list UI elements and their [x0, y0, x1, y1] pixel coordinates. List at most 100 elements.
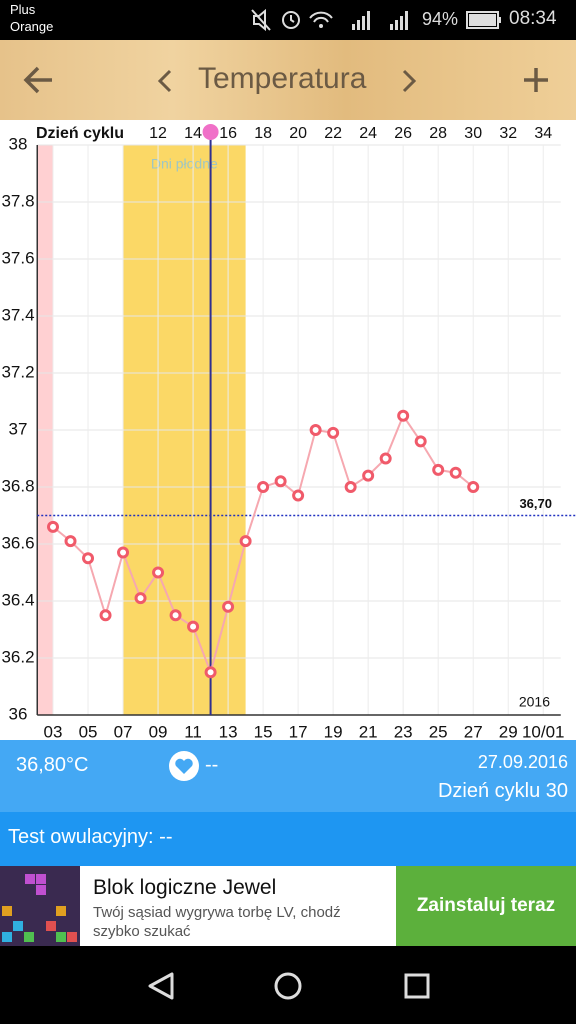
status-bar: Plus Orange 94% 08:34 — [0, 0, 576, 40]
x2-tick-label: 18 — [254, 125, 272, 142]
ad-title: Blok logiczne Jewel — [93, 876, 277, 899]
x-tick-label: 17 — [289, 722, 308, 740]
next-button[interactable] — [400, 68, 418, 94]
ad-image — [0, 866, 80, 946]
x2-tick-label: 24 — [359, 125, 377, 142]
add-button[interactable] — [522, 66, 550, 94]
reference-label: 36,70 — [519, 496, 552, 511]
temperature-point — [47, 520, 60, 533]
temperature-point — [134, 592, 147, 605]
x-tick-label: 21 — [359, 722, 378, 740]
x2-tick-label: 16 — [219, 125, 237, 142]
date: 27.09.2016 — [477, 752, 568, 772]
x-tick-label: 23 — [394, 722, 413, 740]
carrier: Plus — [10, 2, 36, 17]
ad-text: Twój sąsiad wygrywa torbę LV, chodź — [93, 904, 341, 921]
battery-level: 94% — [422, 9, 459, 29]
navigation-bar — [0, 946, 576, 1024]
y-tick-label: 37.2 — [1, 362, 34, 381]
temperature-point — [99, 609, 112, 622]
previous-button[interactable] — [156, 68, 174, 94]
heart-value: -- — [205, 754, 219, 776]
x2-tick-label: 26 — [394, 125, 412, 142]
x-tick-label: 10/01 — [522, 722, 565, 740]
x2-tick-label: 14 — [184, 125, 202, 142]
x-tick-label: 03 — [44, 722, 63, 740]
nav-recent[interactable] — [404, 973, 430, 999]
cycle-day: Dzień cyklu 30 — [437, 780, 568, 802]
temperature-point — [222, 600, 235, 613]
temperature-point — [344, 481, 357, 493]
x-tick-label: 09 — [149, 722, 168, 740]
y-tick-label: 37.4 — [1, 305, 34, 324]
temperature-point — [467, 481, 480, 493]
temperature-point — [274, 475, 287, 488]
y-tick-label: 37.8 — [1, 191, 34, 210]
ovulation-marker — [202, 124, 219, 140]
x-tick-label: 19 — [324, 722, 343, 740]
temperature-point — [327, 426, 340, 439]
temperature-point — [257, 481, 270, 493]
clock: 08:34 — [509, 8, 557, 29]
x2-tick-label: 28 — [429, 125, 447, 142]
x-tick-label: 05 — [79, 722, 98, 740]
nav-icons — [148, 972, 430, 1000]
x-tick-label: 13 — [219, 722, 238, 740]
toolbar: Temperatura — [0, 40, 576, 120]
nav-back[interactable] — [148, 972, 174, 1000]
temperature-point — [152, 566, 165, 579]
x2-tick-label: 22 — [324, 125, 342, 142]
ovulation-test-bar[interactable]: Test owulacyjny: -- — [0, 812, 576, 866]
y-tick-label: 38 — [9, 134, 28, 153]
ad-banner[interactable]: Blok logiczne Jewel Twój sąsiad wygrywa … — [0, 866, 576, 946]
y-tick-label: 36.6 — [1, 533, 34, 552]
temperature-point — [432, 463, 445, 476]
back-button[interactable] — [22, 64, 56, 96]
temperature-point — [169, 609, 182, 622]
y-tick-label: 36 — [9, 704, 28, 723]
year-label: 2016 — [519, 694, 550, 710]
temperature-point — [239, 535, 252, 548]
y-tick-label: 37 — [9, 419, 28, 438]
toolbar-title: Temperatura — [198, 62, 367, 95]
temperature-point — [397, 409, 410, 422]
carrier: Orange — [10, 19, 54, 34]
y-tick-label: 36.2 — [1, 647, 34, 666]
temperature-point — [117, 546, 130, 559]
ad-text: szybko szukać — [93, 923, 191, 940]
install-button[interactable]: Zainstaluj teraz — [396, 866, 576, 946]
x-tick-label: 11 — [184, 722, 202, 740]
x2-tick-label: 12 — [149, 125, 167, 142]
battery-icon — [466, 11, 501, 29]
temperature-point — [292, 489, 305, 502]
temperature: 36,80°C — [16, 754, 89, 776]
y-tick-label: 36.8 — [1, 476, 34, 495]
heart-icon[interactable] — [168, 750, 200, 782]
x2-tick-label: 20 — [289, 125, 307, 142]
y-tick-label: 36.4 — [1, 590, 34, 609]
x2-tick-label: 30 — [464, 125, 482, 142]
x2-tick-label: 34 — [534, 125, 552, 142]
temperature-point — [309, 424, 322, 436]
ovulation-test: Test owulacyjny: -- — [8, 826, 173, 848]
summary-panel: 36,80°C -- 27.09.2016 Dzień cyklu 30 — [0, 740, 576, 812]
temperature-point — [204, 666, 217, 679]
x-tick-label: 27 — [464, 722, 483, 740]
x2-tick-label: 32 — [499, 125, 517, 142]
temperature-point — [362, 469, 375, 482]
nav-home[interactable] — [274, 972, 302, 1000]
temperature-point — [379, 452, 392, 465]
x-tick-label: 25 — [429, 722, 448, 740]
x-tick-label: 29 — [499, 722, 518, 740]
temperature-point — [82, 552, 95, 565]
temperature-point — [187, 620, 200, 633]
x2-axis-label: Dzień cyklu — [36, 125, 124, 142]
temperature-point — [449, 466, 462, 479]
y-tick-label: 37.6 — [1, 248, 34, 267]
fertile-label: Dni płodne — [151, 156, 218, 172]
chart: Dni płodne 36 36.2 36.4 36.6 36.8 37 37.2 37.4 37… — [0, 120, 576, 740]
temperature-point — [64, 535, 77, 548]
status-icons — [251, 8, 408, 32]
x-tick-label: 07 — [114, 722, 133, 740]
